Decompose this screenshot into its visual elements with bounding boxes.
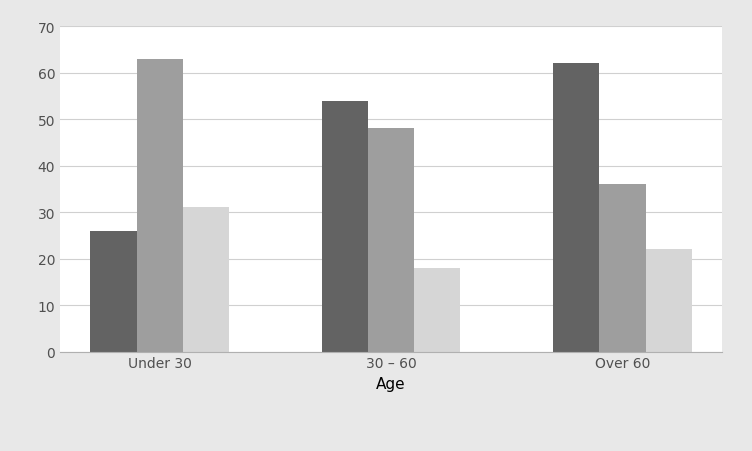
Bar <box>90 231 137 352</box>
Bar <box>322 101 368 352</box>
Bar <box>368 129 414 352</box>
Bar <box>137 60 183 352</box>
Bar <box>599 185 645 352</box>
X-axis label: Age: Age <box>376 376 406 391</box>
Bar <box>645 250 692 352</box>
Bar <box>553 64 599 352</box>
Bar <box>183 208 229 352</box>
Bar <box>414 268 460 352</box>
